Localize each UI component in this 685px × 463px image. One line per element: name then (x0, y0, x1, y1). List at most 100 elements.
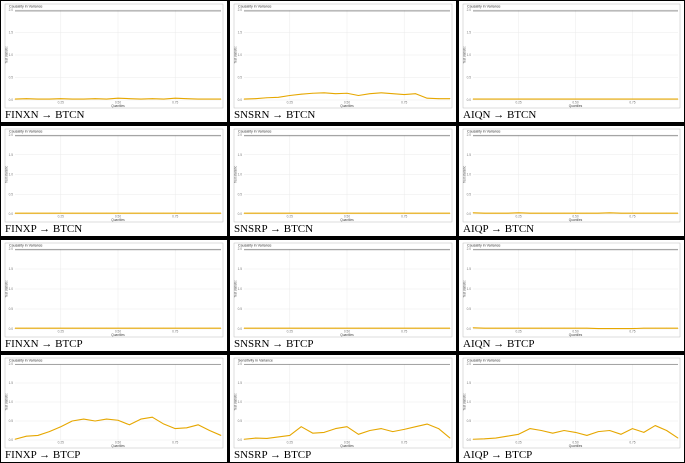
data-point (209, 430, 210, 431)
data-point (197, 327, 199, 329)
data-point (654, 212, 656, 214)
y-tick-label: 1.0 (467, 400, 472, 404)
data-point (140, 212, 142, 214)
y-tick-label: 0.0 (9, 327, 14, 331)
y-tick-label: 0.0 (9, 98, 14, 102)
x-tick-label: 0.75 (172, 441, 178, 445)
panel-caption: SNSRN → BTCN (234, 109, 316, 121)
data-point (83, 418, 85, 420)
data-point (495, 437, 497, 439)
data-point (266, 438, 268, 439)
data-point (380, 428, 382, 429)
chart-panel: Causality in Variance 2.0 1.5 1.0 0.5 0.0 0.25… (459, 240, 684, 351)
x-axis-label: Quantiles (111, 444, 125, 448)
plot-title: Causality in Variance (467, 244, 501, 248)
y-tick-label: 2.0 (238, 247, 243, 251)
y-tick-label: 1.5 (9, 153, 14, 157)
data-point (426, 97, 428, 99)
data-point (186, 212, 188, 214)
data-point (586, 98, 588, 100)
data-point (403, 212, 405, 214)
y-tick-label: 0.5 (238, 192, 243, 196)
data-point (426, 327, 428, 329)
x-axis-label: Quantiles (111, 104, 125, 108)
data-point (163, 212, 165, 214)
data-point (48, 327, 50, 329)
x-tick-label: 0.25 (287, 441, 293, 445)
data-point (620, 212, 622, 214)
data-point (506, 435, 508, 437)
data-point (426, 423, 428, 425)
data-point (243, 438, 245, 440)
data-point (335, 428, 336, 429)
data-point (358, 327, 359, 329)
x-tick-label: 0.75 (629, 215, 635, 219)
panel-caption: FINXN → BTCP (5, 338, 83, 350)
x-tick-label: 0.25 (287, 215, 293, 219)
x-tick-label: 0.75 (401, 441, 407, 445)
chart-panel: Causality in Variance 2.0 1.5 1.0 0.5 0.0 0.25… (1, 1, 227, 122)
data-point (392, 93, 394, 95)
y-tick-label: 1.0 (467, 53, 472, 57)
data-point (323, 92, 325, 94)
data-point (323, 212, 325, 214)
x-tick-label: 0.50 (572, 330, 578, 334)
x-axis-label: Quantiles (340, 104, 354, 108)
y-tick-label: 0.0 (467, 327, 472, 331)
x-tick-label: 0.50 (115, 330, 121, 334)
y-tick-label: 2.0 (238, 133, 243, 137)
data-point (654, 98, 656, 100)
y-tick-label: 0.5 (238, 307, 243, 311)
chart-panel: Causality in Variance 2.0 1.5 1.0 0.5 0.0 0.25… (459, 1, 684, 122)
data-point (60, 426, 62, 428)
data-point (255, 327, 256, 329)
chart-panel: Causality in Variance 2.0 1.5 1.0 0.5 0.0 0.25… (230, 126, 456, 236)
data-point (71, 212, 73, 214)
x-tick-label: 0.50 (572, 215, 578, 219)
panel-caption: SNSRN → BTCP (234, 338, 314, 350)
data-point (14, 212, 16, 214)
data-point (140, 98, 142, 100)
chart-panel: Causality in Variance 2.0 1.5 1.0 0.5 0.0 0.25… (230, 240, 456, 351)
data-point (620, 98, 622, 100)
data-point (495, 98, 497, 100)
data-point (575, 327, 576, 329)
data-point (255, 98, 256, 99)
data-point (677, 212, 679, 214)
y-axis-label: Test statistic (5, 280, 9, 298)
y-axis-label: Test statistic (463, 393, 467, 411)
data-point (60, 98, 62, 99)
data-point (106, 418, 107, 420)
data-point (71, 420, 73, 422)
y-tick-label: 1.0 (9, 400, 14, 404)
x-axis-label: Quantiles (111, 218, 125, 222)
data-point (289, 212, 291, 214)
y-tick-label: 0.0 (238, 327, 243, 331)
data-point (197, 424, 199, 426)
data-point (94, 212, 96, 214)
y-tick-label: 0.5 (467, 76, 472, 80)
y-tick-label: 2.0 (467, 362, 472, 366)
data-point (484, 327, 485, 329)
data-point (552, 327, 554, 329)
data-point (392, 327, 394, 329)
chart-panel: Sensitivity in Variance 2.0 1.5 1.0 0.5 0.0 0.… (230, 355, 456, 462)
y-axis-label: Test statistic (5, 165, 9, 183)
data-point (620, 433, 622, 435)
data-point (484, 438, 485, 440)
y-tick-label: 0.0 (238, 212, 243, 216)
data-point (300, 212, 302, 214)
chart-panel: Causality in Variance 2.0 1.5 1.0 0.5 0.0 0.25… (1, 126, 227, 236)
x-tick-label: 0.50 (115, 215, 121, 219)
data-point (255, 437, 256, 439)
plot-frame (4, 3, 224, 109)
x-tick-label: 0.25 (515, 215, 521, 219)
data-point (380, 327, 382, 329)
data-point (438, 327, 439, 329)
data-point (666, 327, 667, 329)
x-tick-label: 0.50 (572, 101, 578, 105)
data-point (438, 98, 439, 99)
data-point (26, 212, 27, 214)
x-tick-label: 0.50 (115, 101, 121, 105)
